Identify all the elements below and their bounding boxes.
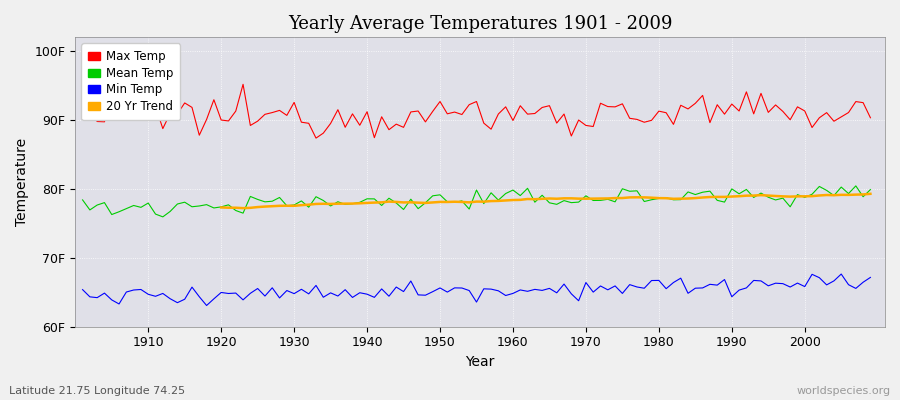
Y-axis label: Temperature: Temperature — [15, 138, 29, 226]
X-axis label: Year: Year — [465, 355, 495, 369]
Text: Latitude 21.75 Longitude 74.25: Latitude 21.75 Longitude 74.25 — [9, 386, 185, 396]
Title: Yearly Average Temperatures 1901 - 2009: Yearly Average Temperatures 1901 - 2009 — [288, 15, 672, 33]
Legend: Max Temp, Mean Temp, Min Temp, 20 Yr Trend: Max Temp, Mean Temp, Min Temp, 20 Yr Tre… — [81, 43, 180, 120]
Text: worldspecies.org: worldspecies.org — [796, 386, 891, 396]
